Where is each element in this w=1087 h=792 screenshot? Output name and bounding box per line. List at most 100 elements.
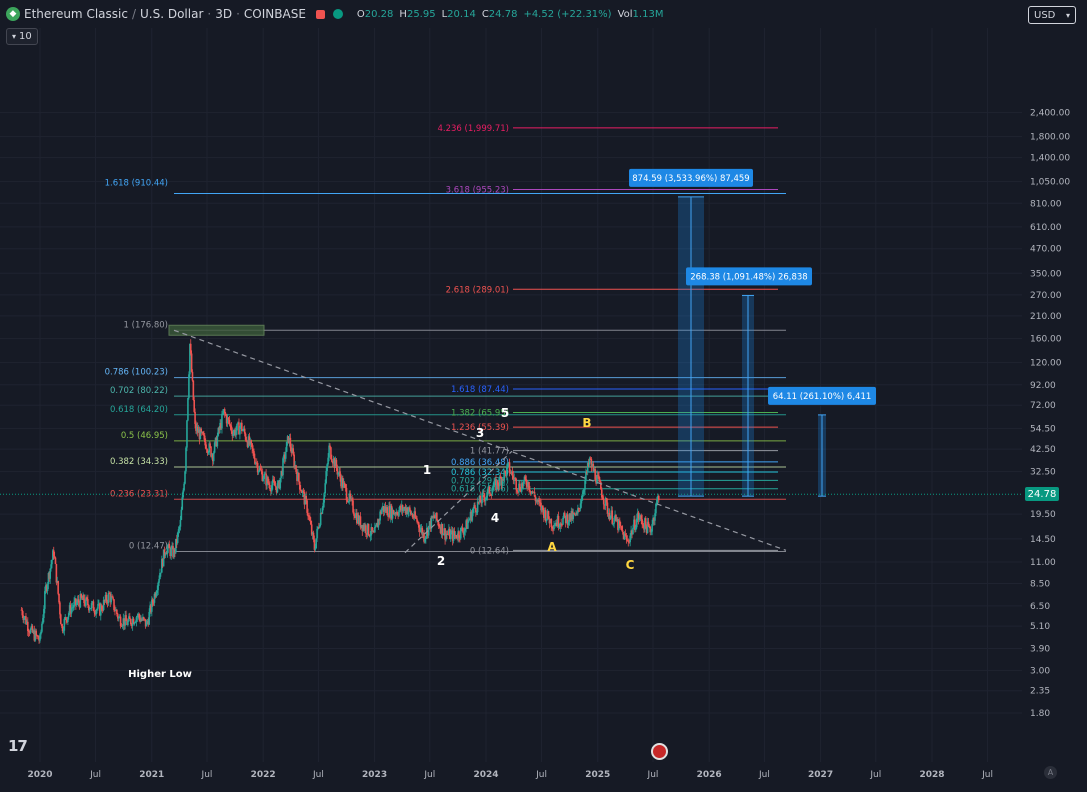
candle-body bbox=[453, 531, 456, 536]
candle-body bbox=[102, 600, 105, 611]
candle-body bbox=[307, 512, 309, 517]
candle-body bbox=[312, 532, 315, 540]
candle-body bbox=[189, 343, 192, 354]
candle-body bbox=[374, 526, 376, 533]
candle-body bbox=[228, 419, 231, 425]
candle-body bbox=[462, 531, 465, 535]
candle-body bbox=[642, 524, 644, 526]
candle-body bbox=[431, 516, 434, 519]
candle-body bbox=[543, 509, 546, 518]
fib-extension-label: 1.618 (87.44) bbox=[451, 385, 509, 395]
candle-body bbox=[432, 515, 434, 519]
separator: · bbox=[236, 7, 240, 21]
candle-body bbox=[318, 524, 321, 528]
price-axis[interactable]: 2,400.00 1,800.00 1,400.00 1,050.00 810.00 61… bbox=[1022, 0, 1087, 792]
candle-body bbox=[290, 447, 293, 453]
candle-body bbox=[255, 462, 257, 464]
candle-body bbox=[149, 605, 151, 613]
alert-icon[interactable] bbox=[315, 9, 325, 19]
candle-body bbox=[130, 624, 133, 626]
candle-body bbox=[47, 572, 50, 585]
price-axis-label: 92.00 bbox=[1030, 381, 1056, 391]
candle-body bbox=[623, 533, 626, 540]
candle-body bbox=[385, 507, 388, 512]
candle-body bbox=[359, 516, 362, 528]
candle-body bbox=[97, 603, 99, 609]
candle-body bbox=[284, 451, 287, 459]
symbol-name[interactable]: Ethereum Classic bbox=[24, 7, 128, 21]
candle-body bbox=[322, 502, 325, 508]
candle-body bbox=[201, 431, 203, 433]
candle-body bbox=[82, 594, 84, 600]
candle-body bbox=[439, 527, 442, 534]
candle-body bbox=[310, 524, 313, 535]
candle-body bbox=[504, 470, 506, 472]
candle-body bbox=[559, 523, 562, 527]
candle-body bbox=[427, 525, 430, 536]
indicators-toggle-button[interactable]: ▾ 10 bbox=[6, 28, 38, 45]
candle-body bbox=[558, 526, 561, 528]
candle-body bbox=[107, 593, 110, 604]
tradingview-logo-icon[interactable]: 17 bbox=[8, 737, 28, 755]
candle-body bbox=[338, 471, 340, 473]
quote-currency: U.S. Dollar bbox=[140, 7, 204, 21]
candle-body bbox=[600, 481, 602, 490]
candle-body bbox=[611, 510, 614, 524]
candle-body bbox=[35, 630, 38, 636]
candle-body bbox=[309, 516, 311, 521]
candle-body bbox=[253, 451, 255, 458]
candle-body bbox=[316, 528, 318, 539]
candle-body bbox=[221, 413, 223, 429]
candle-body bbox=[361, 525, 364, 531]
time-axis[interactable]: 2020 Jul 2021 Jul 2022 Jul 2023 Jul 2024 Jul 2025 J… bbox=[0, 762, 1022, 792]
currency-select[interactable]: USD ▾ bbox=[1028, 6, 1076, 24]
candle-body bbox=[604, 497, 607, 506]
candle-body bbox=[576, 512, 578, 514]
candle-body bbox=[631, 530, 633, 535]
candle-body bbox=[168, 543, 171, 549]
measure-label-box bbox=[629, 168, 753, 187]
candle-body bbox=[403, 507, 406, 509]
us-flag-event-icon[interactable] bbox=[651, 743, 668, 760]
candle-body bbox=[646, 521, 649, 534]
candle-body bbox=[173, 549, 175, 558]
candle-body bbox=[471, 512, 474, 521]
candle-body bbox=[599, 479, 601, 482]
candle-body bbox=[466, 520, 468, 529]
candle-body bbox=[26, 621, 28, 625]
candle-body bbox=[208, 443, 211, 453]
interval-label[interactable]: 3D bbox=[215, 7, 233, 21]
candle-body bbox=[76, 599, 79, 603]
fib-extension-label: 0.886 (36.48) bbox=[451, 458, 509, 468]
candle-body bbox=[287, 436, 290, 443]
candle-body bbox=[606, 502, 609, 514]
candle-body bbox=[242, 428, 245, 431]
candle-body bbox=[37, 635, 39, 640]
candle-body bbox=[150, 605, 152, 612]
candle-body bbox=[87, 599, 89, 606]
candle-body bbox=[367, 523, 370, 536]
candle-body bbox=[313, 539, 316, 550]
candle-body bbox=[22, 615, 25, 620]
candle-body bbox=[630, 530, 632, 536]
candle-body bbox=[21, 609, 24, 616]
candle-body bbox=[214, 437, 217, 443]
candle-body bbox=[444, 528, 446, 540]
auto-scale-button[interactable]: A bbox=[1044, 766, 1057, 779]
candle-body bbox=[613, 517, 615, 524]
candle-body bbox=[321, 507, 324, 514]
candle-body bbox=[40, 631, 42, 635]
candle-body bbox=[245, 439, 248, 442]
candle-body bbox=[409, 510, 412, 515]
candle-body bbox=[74, 598, 76, 602]
candle-body bbox=[612, 523, 614, 525]
price-axis-label: 6.50 bbox=[1030, 602, 1050, 612]
candle-body bbox=[447, 533, 449, 535]
candle-body bbox=[90, 603, 93, 609]
candle-body bbox=[240, 422, 242, 428]
candle-body bbox=[535, 500, 538, 502]
candle-body bbox=[569, 513, 572, 521]
candle-body bbox=[464, 528, 467, 531]
candle-body bbox=[300, 490, 303, 493]
